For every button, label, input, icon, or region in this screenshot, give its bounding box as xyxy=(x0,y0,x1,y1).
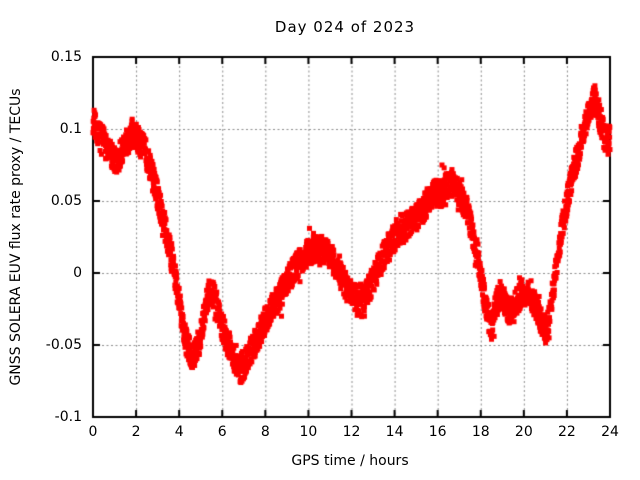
y-tick-label: 0 xyxy=(73,265,82,281)
x-tick-label: 12 xyxy=(342,424,361,440)
x-tick-label: 24 xyxy=(601,424,619,440)
x-tick-label: 0 xyxy=(88,424,98,440)
x-tick-label: 10 xyxy=(299,424,318,440)
x-tick-label: 6 xyxy=(217,424,227,440)
x-tick-label: 8 xyxy=(260,424,270,440)
y-tick-label: -0.1 xyxy=(54,409,82,425)
x-tick-label: 4 xyxy=(174,424,184,440)
y-tick-label: -0.05 xyxy=(45,337,82,353)
y-tick-label: 0.15 xyxy=(50,49,82,65)
chart-title: Day 024 of 2023 xyxy=(274,18,416,36)
y-tick-label: 0.1 xyxy=(59,121,82,137)
x-tick-label: 14 xyxy=(385,424,404,440)
y-tick-label: 0.05 xyxy=(50,193,82,209)
x-axis-label: GPS time / hours xyxy=(291,453,409,469)
x-tick-label: 16 xyxy=(428,424,447,440)
x-tick-label: 22 xyxy=(557,424,576,440)
x-tick-label: 18 xyxy=(471,424,490,440)
x-tick-label: 2 xyxy=(131,424,141,440)
x-tick-label: 20 xyxy=(514,424,533,440)
